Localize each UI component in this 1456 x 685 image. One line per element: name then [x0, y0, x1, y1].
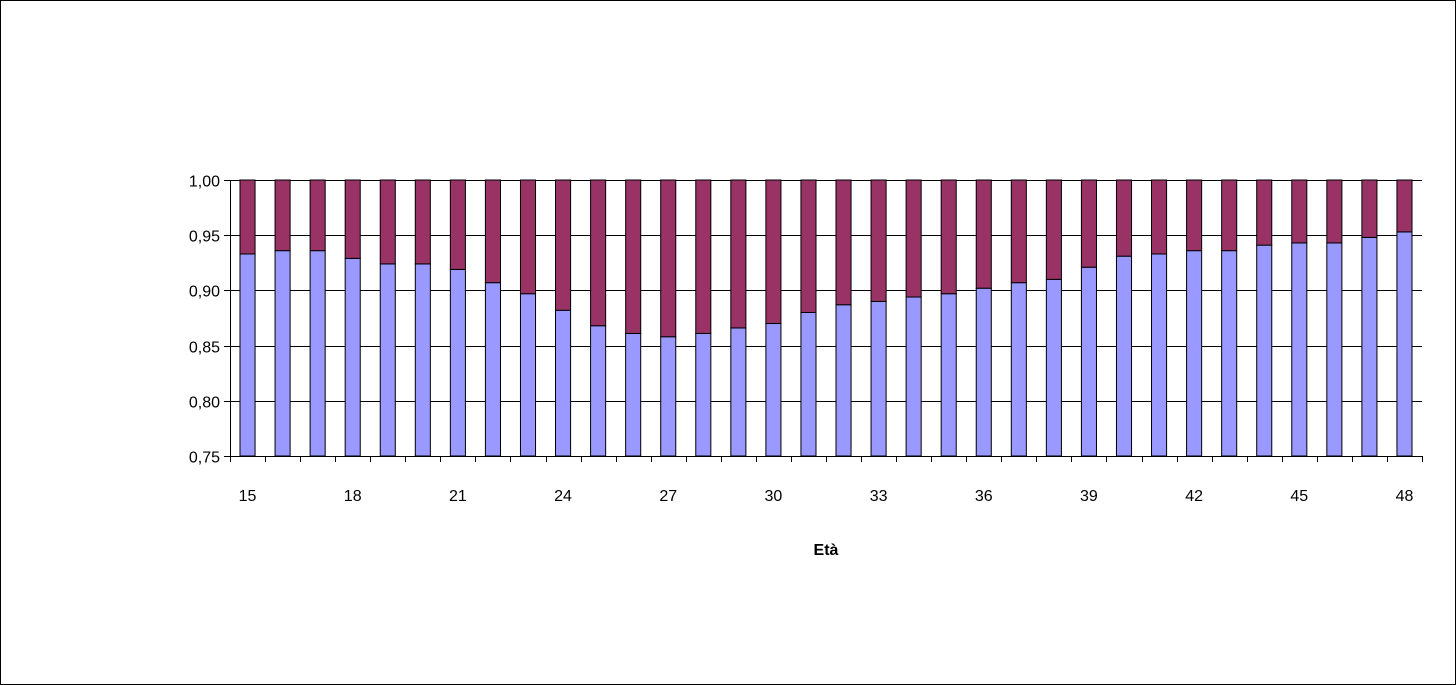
x-tick-label: 48	[1396, 488, 1414, 505]
x-tick-label: 42	[1185, 488, 1203, 505]
bar-segment-upper	[239, 179, 256, 255]
bars	[239, 179, 1413, 457]
bar-segment-lower	[379, 263, 396, 457]
x-tick-label: 45	[1290, 488, 1308, 505]
bar-segment-lower	[1151, 253, 1168, 457]
bar-segment-lower	[870, 300, 887, 457]
bar-segment-lower	[239, 253, 256, 457]
bar-segment-upper	[274, 179, 291, 252]
bar-segment-lower	[1010, 282, 1027, 457]
bar-segment-lower	[800, 311, 817, 457]
bar-segment-upper	[975, 179, 992, 289]
bar-segment-lower	[344, 257, 361, 457]
bar-segment-upper	[905, 179, 922, 298]
bar-segment-upper	[660, 179, 677, 338]
bar-segment-upper	[1186, 179, 1203, 252]
bar-segment-lower	[940, 293, 957, 457]
bar-segment-upper	[940, 179, 957, 295]
bar-segment-upper	[555, 179, 572, 311]
bar-segment-upper	[625, 179, 642, 334]
bar-segment-lower	[449, 268, 466, 457]
x-tick-label: 39	[1080, 488, 1098, 505]
bar-segment-upper	[449, 179, 466, 270]
bar-segment-lower	[625, 332, 642, 457]
bar-segment-upper	[730, 179, 747, 329]
x-tick-label: 24	[554, 488, 572, 505]
bar-segment-upper	[484, 179, 501, 284]
gridlines	[224, 180, 1422, 457]
axes	[230, 180, 1423, 462]
bar-segment-lower	[730, 327, 747, 457]
bar-segment-lower	[1256, 244, 1273, 457]
bar-segment-lower	[309, 250, 326, 457]
bar-segment-lower	[1291, 242, 1308, 457]
bar-segment-upper	[835, 179, 852, 306]
y-tick-label: 0,85	[189, 340, 220, 357]
y-tick-labels: 0,75 0,80 0,85 0,90 0,95 1,00	[189, 174, 220, 467]
y-tick-label: 0,80	[189, 395, 220, 412]
bar-segment-upper	[1396, 179, 1413, 233]
bar-segment-upper	[1291, 179, 1308, 244]
bar-segment-upper	[1010, 179, 1027, 284]
bar-segment-lower	[1326, 242, 1343, 457]
bar-segment-lower	[1396, 231, 1413, 457]
y-tick-label: 1,00	[189, 174, 220, 191]
bar-segment-lower	[484, 282, 501, 457]
x-tick-label: 30	[765, 488, 783, 505]
x-tick-label: 27	[659, 488, 677, 505]
bar-segment-lower	[274, 250, 291, 457]
y-tick-label: 0,95	[189, 229, 220, 246]
bar-segment-upper	[1256, 179, 1273, 246]
bar-segment-upper	[1045, 179, 1062, 280]
bar-segment-lower	[555, 309, 572, 457]
bar-segment-lower	[1045, 278, 1062, 457]
bar-segment-upper	[765, 179, 782, 325]
bar-segment-upper	[1080, 179, 1097, 268]
bar-segment-upper	[1221, 179, 1238, 252]
bar-segment-upper	[1361, 179, 1378, 238]
x-tick-label: 15	[239, 488, 257, 505]
bar-segment-upper	[414, 179, 431, 265]
bar-segment-lower	[975, 287, 992, 457]
bar-segment-lower	[660, 336, 677, 457]
bar-segment-upper	[1151, 179, 1168, 255]
bar-segment-upper	[695, 179, 712, 334]
x-axis-title: Età	[814, 542, 839, 559]
y-tick-label: 0,90	[189, 284, 220, 301]
bar-segment-lower	[1115, 255, 1133, 457]
bar-segment-lower	[590, 325, 607, 457]
bar-segment-lower	[905, 296, 922, 457]
bar-segment-lower	[695, 332, 712, 457]
bar-segment-lower	[1080, 266, 1097, 457]
bar-segment-upper	[309, 179, 326, 252]
bar-segment-upper	[519, 179, 537, 295]
bar-segment-upper	[870, 179, 887, 302]
bar-segment-upper	[344, 179, 361, 259]
x-tick-labels: 15 18 21 24 27 30 33 36 39 42 45 48	[239, 488, 1414, 505]
bar-segment-upper	[590, 179, 607, 327]
bar-segment-lower	[414, 263, 431, 457]
bar-segment-upper	[800, 179, 817, 313]
x-tick-label: 21	[449, 488, 467, 505]
bar-segment-lower	[835, 304, 852, 457]
bar-segment-upper	[379, 179, 396, 265]
bar-segment-lower	[765, 323, 782, 457]
bar-segment-upper	[1115, 179, 1133, 257]
bar-segment-upper	[1326, 179, 1343, 244]
y-tick-label: 0,75	[189, 450, 220, 467]
bar-segment-lower	[1221, 250, 1238, 457]
bar-segment-lower	[519, 293, 537, 457]
bar-segment-lower	[1361, 236, 1378, 457]
x-tick-label: 18	[344, 488, 362, 505]
x-tick-label: 33	[870, 488, 888, 505]
bar-segment-lower	[1186, 250, 1203, 457]
x-tick-label: 36	[975, 488, 993, 505]
